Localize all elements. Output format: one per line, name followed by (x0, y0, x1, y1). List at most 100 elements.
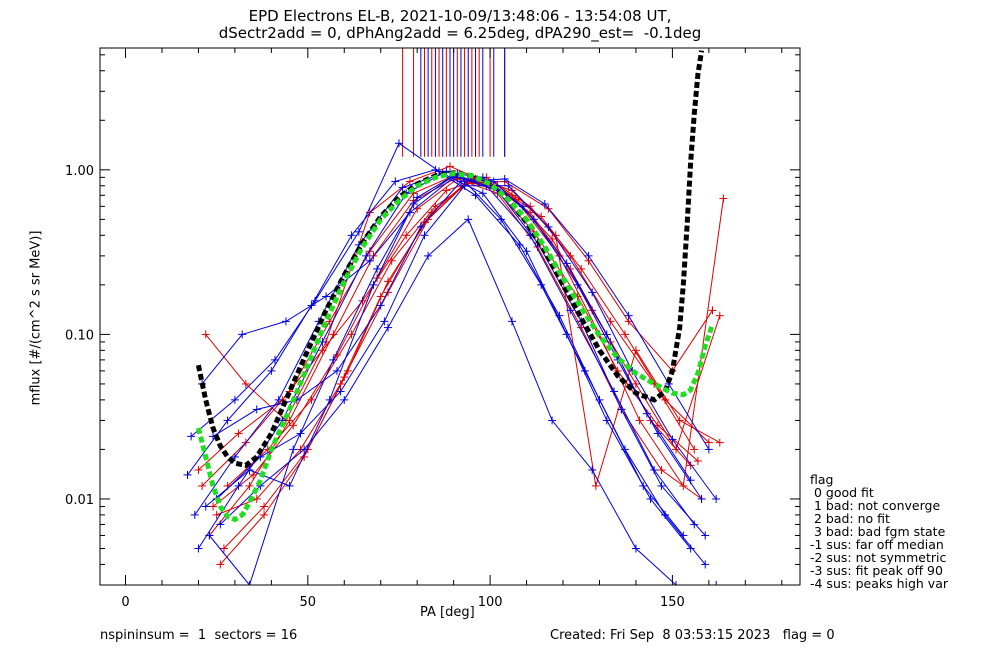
x-tick-label: 150 (660, 595, 685, 610)
data-point-red (245, 481, 254, 490)
data-point-blue (690, 520, 699, 529)
data-point-blue (478, 189, 487, 198)
data-point-blue (584, 251, 593, 260)
data-point-red (427, 208, 436, 217)
data-point-red (606, 317, 615, 326)
data-point-red (635, 416, 644, 425)
data-point-blue (456, 177, 465, 186)
data-point-red (631, 379, 640, 388)
data-point-blue (336, 387, 345, 396)
series-line-blue (201, 176, 703, 500)
data-point-blue (657, 481, 666, 490)
data-point-blue (347, 231, 356, 240)
series-line-blue (209, 172, 706, 585)
legend-item: -2 sus: not symmetric (810, 550, 947, 565)
data-point-red (686, 461, 695, 470)
data-point-blue (190, 510, 199, 519)
data-point-red (201, 330, 210, 339)
data-point-blue (712, 581, 721, 585)
data-point-red (198, 481, 207, 490)
data-point-blue (588, 288, 597, 297)
data-series (183, 139, 728, 585)
data-point-blue (529, 215, 538, 224)
data-point-blue (548, 416, 557, 425)
data-point-red (384, 277, 393, 286)
x-tick-label: 100 (478, 595, 503, 610)
data-point-blue (230, 452, 239, 461)
x-axis-label: PA [deg] (420, 605, 475, 620)
data-point-blue (497, 215, 506, 224)
fit-curves (195, 50, 715, 523)
data-point-red (260, 510, 269, 519)
data-point-blue (183, 470, 192, 479)
y-axis-label: mflux [#/(cm^2 s sr MeV)] (28, 230, 44, 406)
data-point-blue (329, 355, 338, 364)
data-point-red (657, 465, 666, 474)
data-point-blue (376, 301, 385, 310)
y-tick-label: 1.00 (65, 164, 94, 179)
data-point-blue (672, 581, 681, 585)
data-point-blue (223, 416, 232, 425)
data-point-blue (621, 445, 629, 454)
data-point-red (234, 429, 243, 438)
data-point-blue (668, 435, 677, 444)
data-point-blue (420, 231, 429, 240)
data-point-red (307, 395, 316, 404)
data-point-blue (642, 409, 651, 418)
data-point-blue (500, 174, 509, 183)
data-point-red (672, 445, 681, 454)
legend-item: -1 sus: far off median (810, 537, 944, 552)
data-point-blue (216, 520, 225, 529)
legend-item: -3 sus: fit peak off 90 (810, 563, 943, 578)
data-point-blue (617, 405, 626, 414)
y-tick-label: 0.10 (65, 328, 94, 343)
data-point-blue (712, 494, 721, 503)
series-line-blue (194, 172, 691, 549)
data-point-blue (391, 177, 400, 186)
data-point-red (719, 194, 728, 203)
data-point-red (402, 231, 411, 240)
data-point-blue (704, 445, 713, 454)
data-point-blue (413, 193, 422, 202)
data-point-red (715, 438, 724, 447)
data-point-blue (460, 181, 469, 190)
data-point-blue (464, 215, 473, 224)
data-point-blue (398, 183, 407, 192)
data-point-blue (281, 317, 290, 326)
legend-item: 0 good fit (810, 485, 874, 500)
data-point-blue (274, 395, 283, 404)
data-point-blue (194, 544, 203, 553)
data-point-red (693, 457, 702, 466)
data-point-blue (362, 251, 371, 260)
data-point-blue (234, 481, 243, 490)
tick-labels: 0 50 100 150 0.01 0.10 1.00 (65, 164, 685, 610)
data-point-red (442, 186, 451, 195)
data-point-red (507, 186, 516, 195)
data-point-blue (296, 429, 305, 438)
data-point-red (548, 234, 557, 243)
data-point-blue (322, 292, 331, 301)
data-point-blue (230, 395, 239, 404)
data-point-red (631, 346, 640, 355)
legend-item: -4 sus: peaks high var (810, 576, 949, 591)
data-point-blue (332, 366, 341, 375)
data-point-red (365, 247, 374, 256)
data-point-blue (187, 432, 196, 441)
y-tick-label: 0.01 (65, 493, 94, 508)
chart-title-line1: EPD Electrons EL-B, 2021-10-09/13:48:06 … (248, 7, 672, 25)
data-point-blue (201, 502, 210, 511)
data-point-blue (602, 330, 611, 339)
legend-item: 2 bad: no fit (810, 511, 890, 526)
data-point-red (405, 177, 414, 186)
data-point-blue (369, 280, 378, 289)
data-point-blue (566, 306, 575, 315)
data-point-red (704, 438, 713, 447)
vertical-markers (402, 48, 506, 157)
chart-title-line2: dSectr2add = 0, dPhAng2add = 6.25deg, dP… (218, 24, 702, 42)
data-point-blue (701, 560, 710, 569)
series-line-red (216, 180, 713, 516)
data-point-red (194, 465, 203, 474)
data-point-blue (537, 280, 546, 289)
data-point-blue (631, 544, 640, 553)
